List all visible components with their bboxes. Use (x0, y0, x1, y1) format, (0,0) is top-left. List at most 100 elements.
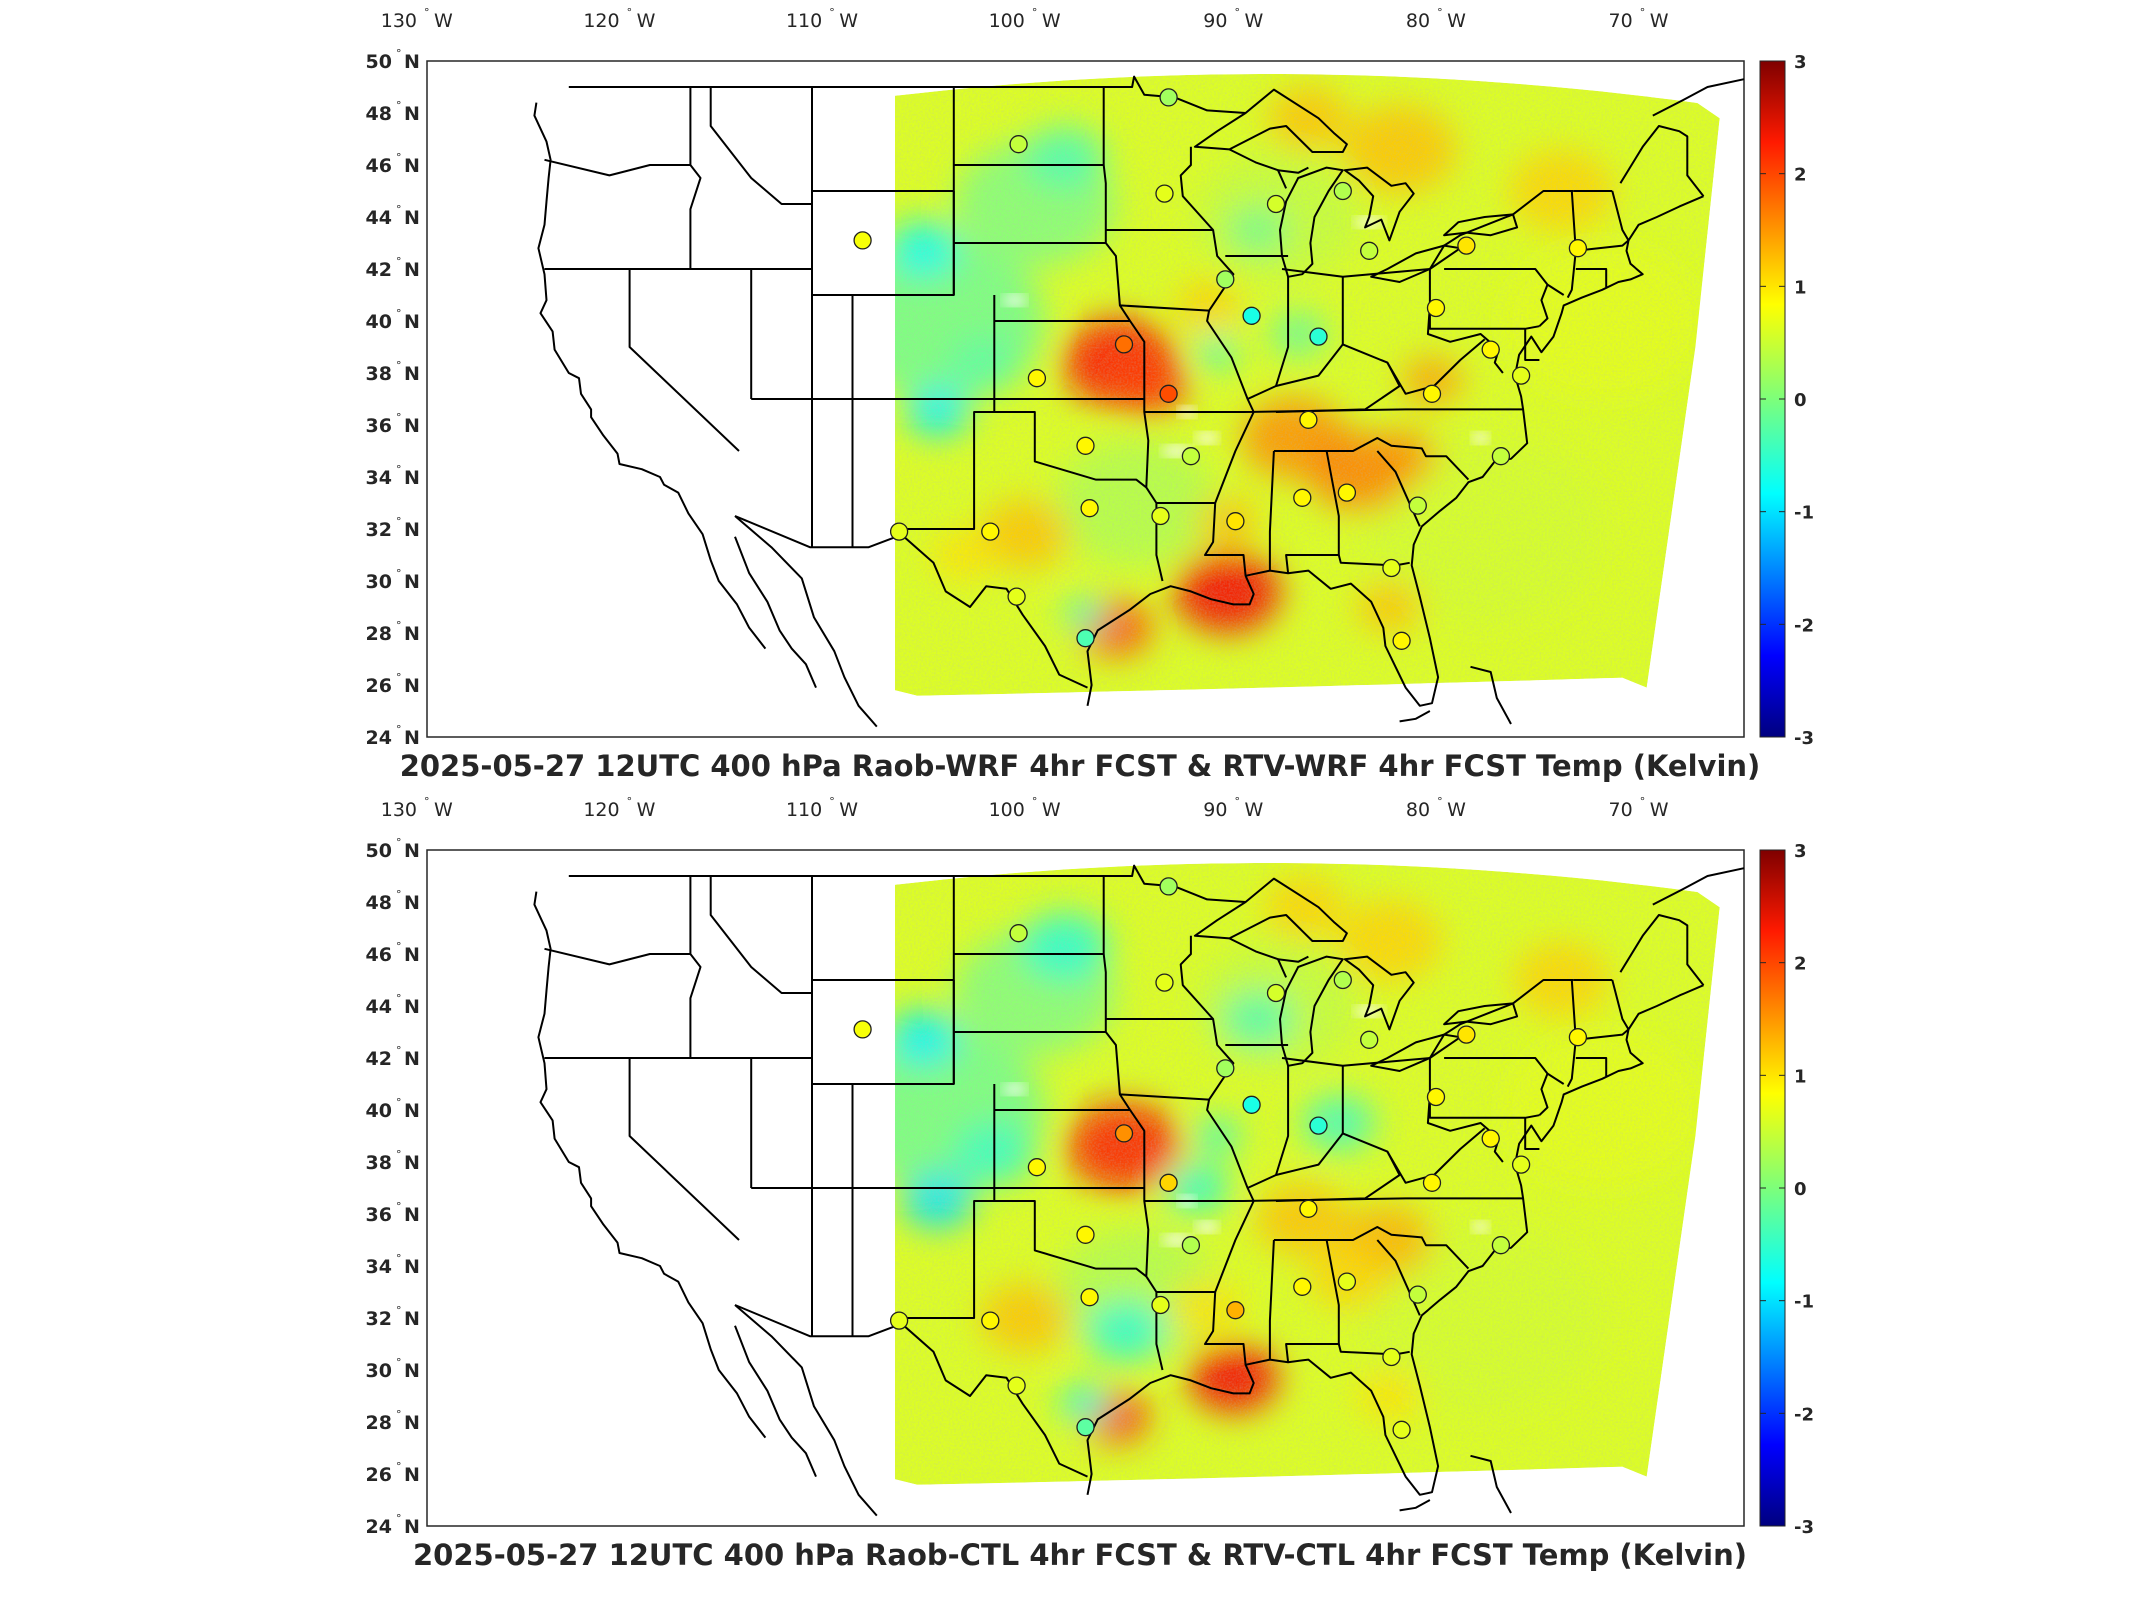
raob-station (1242, 306, 1261, 325)
degree-symbol: ° (396, 1512, 402, 1525)
panel-title: 2025-05-27 12UTC 400 hPa Raob-WRF 4hr FC… (400, 749, 1761, 783)
raob-station-markers (853, 88, 1588, 650)
mexico-border (734, 1304, 904, 1338)
lat-tick-hemisphere: N (404, 103, 420, 125)
degree-symbol: ° (424, 6, 430, 19)
degree-symbol: ° (396, 1096, 402, 1109)
raob-station (1076, 629, 1095, 648)
lon-tick-hemisphere: W (1650, 10, 1669, 32)
lon-tick-hemisphere: W (637, 799, 656, 821)
bahamas-coast (1470, 1454, 1512, 1514)
great-lake-shore (1443, 1002, 1519, 1026)
lat-tick-label: 38 (366, 1152, 392, 1174)
raob-station (1242, 1095, 1261, 1114)
state-boundary (974, 1200, 1147, 1278)
lat-tick-hemisphere: N (404, 1256, 420, 1278)
state-boundary (1426, 1094, 1504, 1163)
lon-tick-hemisphere: W (1042, 10, 1061, 32)
lat-tick-hemisphere: N (404, 571, 420, 593)
degree-symbol: ° (396, 1252, 402, 1265)
state-boundary (1575, 268, 1608, 288)
state-boundary (1268, 1239, 1275, 1360)
degree-symbol: ° (1437, 795, 1443, 808)
map-panel-raob-wrf: 130 ° W 120 ° W 110 ° W 100 ° W 90 ° W 80 ° W 70 ° W 50 ° N48 °… (366, 6, 1814, 783)
state-boundary (1247, 343, 1401, 413)
colorbar-tick-label: 2 (1794, 954, 1807, 975)
great-lake-shore (1193, 877, 1348, 942)
state-boundary (1275, 276, 1290, 387)
lon-tick-label: 130 (381, 10, 417, 32)
canada-border (568, 864, 1246, 903)
degree-symbol: ° (396, 1148, 402, 1161)
degree-symbol: ° (396, 203, 402, 216)
raob-station (889, 1311, 909, 1330)
state-boundary (689, 87, 702, 269)
degree-symbol: ° (627, 795, 633, 808)
state-boundary (1538, 284, 1549, 327)
great-lake-shore (1343, 955, 1415, 1031)
state-boundary (1243, 408, 1524, 413)
lon-tick-label: 120 (583, 10, 619, 32)
degree-symbol: ° (396, 671, 402, 684)
colorbar-tick-label: 0 (1794, 1179, 1807, 1200)
degree-symbol: ° (1032, 795, 1038, 808)
state-boundary (1611, 190, 1630, 241)
mexico-border (734, 515, 904, 549)
mexico-coast (734, 1304, 878, 1517)
colorbar-tick-label: -2 (1794, 615, 1814, 636)
raob-station (1481, 340, 1500, 359)
lat-tick-hemisphere: N (404, 996, 420, 1018)
degree-symbol: ° (1234, 795, 1240, 808)
lat-tick-label: 44 (366, 207, 392, 229)
lat-tick-hemisphere: N (404, 259, 420, 281)
raob-station (1007, 1376, 1026, 1395)
degree-symbol: ° (829, 795, 835, 808)
state-boundary (1575, 239, 1630, 252)
lat-tick-hemisphere: N (404, 155, 420, 177)
colorbar: 3 2 1 0 -1 -2 -3 (1759, 52, 1814, 749)
lon-tick-hemisphere: W (434, 799, 453, 821)
lat-tick-label: 26 (366, 675, 392, 697)
raob-station (1408, 496, 1427, 515)
degree-symbol: ° (396, 151, 402, 164)
raob-station (1408, 1285, 1427, 1304)
raob-station (1491, 447, 1511, 466)
degree-symbol: ° (1640, 795, 1646, 808)
degree-symbol: ° (424, 795, 430, 808)
raob-station (1009, 924, 1028, 943)
degree-symbol: ° (396, 47, 402, 60)
raob-station (1155, 973, 1174, 992)
state-boundary (1429, 190, 1574, 270)
lat-tick-label: 50 (366, 51, 392, 73)
lon-tick-label: 120 (583, 799, 619, 821)
colorbar-tick-label: -1 (1794, 1292, 1814, 1313)
raob-station (1426, 1087, 1446, 1107)
degree-symbol: ° (396, 463, 402, 476)
raob-station (1155, 184, 1174, 203)
lon-tick-label: 90 (1203, 10, 1227, 32)
missing-data (1195, 1221, 1220, 1233)
state-boundary (1273, 437, 1470, 481)
raob-station (1422, 1173, 1442, 1192)
state-boundary (1444, 1057, 1565, 1085)
state-boundary (1619, 125, 1705, 197)
lat-tick-hemisphere: N (404, 727, 420, 749)
latitude-axis-labels: 50 ° N48 ° N46 ° N44 ° N42 ° N40 ° N38 ° N36 ° N34 ° N32 ° N… (366, 836, 420, 1538)
state-boundary (1102, 87, 1164, 582)
degree-symbol: ° (396, 836, 402, 849)
lat-tick-label: 40 (366, 1100, 392, 1122)
raob-station (1568, 239, 1588, 258)
raob-station (1337, 483, 1357, 502)
state-boundary (1275, 1065, 1290, 1176)
lon-tick-label: 70 (1609, 799, 1633, 821)
raob-station (981, 1311, 1000, 1330)
raob-station (1216, 1059, 1235, 1078)
state-boundary (1428, 269, 1540, 330)
lon-tick-hemisphere: W (1447, 799, 1466, 821)
raob-station (1027, 1158, 1047, 1177)
state-boundary (1119, 304, 1210, 312)
map-panel-raob-ctl: 130 ° W 120 ° W 110 ° W 100 ° W 90 ° W 80 ° W 70 ° W 50 ° N48 °… (366, 795, 1814, 1572)
lon-tick-label: 110 (786, 799, 822, 821)
coastline (533, 891, 767, 1439)
